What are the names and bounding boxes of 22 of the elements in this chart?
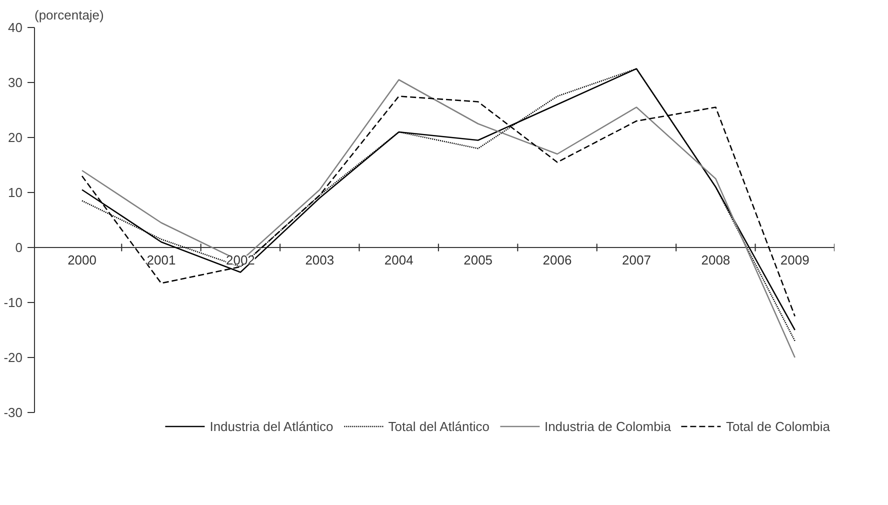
x-tick-label: 2004 (384, 252, 414, 268)
y-tick-label: 0 (15, 240, 23, 255)
legend-label: Industria de Colombia (544, 418, 671, 434)
legend-label: Total de Colombia (726, 418, 830, 434)
x-tick-label: 2000 (68, 252, 96, 268)
x-tick-label: 2009 (780, 252, 810, 268)
x-tick-label: 2001 (146, 252, 176, 268)
x-tick-label: 2003 (305, 252, 334, 268)
legend-label: Industria del Atlántico (210, 418, 334, 434)
x-tick-label: 2007 (622, 252, 651, 268)
y-axis-title: (porcentaje) (34, 8, 104, 22)
y-tick-label: -10 (4, 295, 23, 310)
y-tick-label: -30 (4, 405, 23, 420)
y-tick-label: 20 (8, 130, 23, 145)
y-tick-label: 40 (8, 20, 23, 35)
x-tick-label: 2005 (464, 252, 493, 268)
y-tick-label: 30 (8, 75, 23, 90)
x-tick-label: 2006 (542, 252, 572, 268)
y-tick-label: -20 (4, 350, 23, 365)
legend-label: Total del Atlántico (388, 418, 490, 434)
x-tick-label: 2008 (701, 252, 730, 268)
y-tick-label: 10 (8, 185, 23, 200)
